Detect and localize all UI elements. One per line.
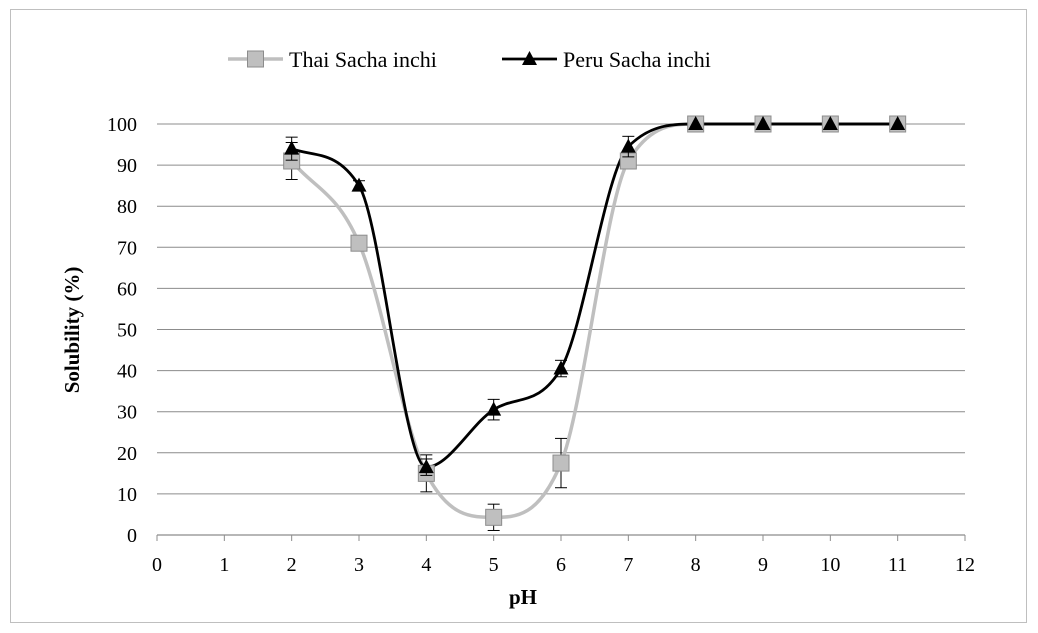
- x-tick-label: 1: [219, 554, 229, 576]
- x-tick-label: 9: [758, 554, 768, 576]
- y-tick-label: 60: [117, 278, 137, 300]
- data-point-thai: [350, 234, 368, 252]
- x-tick-label: 0: [152, 554, 162, 576]
- data-point-peru: [620, 138, 636, 153]
- legend-label-2: Peru Sacha inchi: [563, 47, 711, 72]
- x-tick-label: 11: [888, 554, 907, 576]
- y-tick-label: 70: [117, 237, 137, 259]
- y-tick-label: 90: [117, 155, 137, 177]
- y-tick-label: 50: [117, 320, 137, 342]
- x-tick-label: 8: [691, 554, 701, 576]
- y-tick-label: 40: [117, 361, 137, 383]
- axes: [156, 534, 966, 541]
- data-point-peru: [755, 116, 771, 130]
- y-axis-label: Solubility (%): [60, 267, 84, 394]
- x-tick-label: 3: [354, 554, 364, 576]
- x-tick-label: 10: [820, 554, 840, 576]
- data-point-peru: [418, 459, 434, 474]
- x-tick-labels: 0 1 2 3 4 5 6 7 8 9 10 11 12: [152, 554, 975, 576]
- legend-marker-triangle: [522, 51, 537, 65]
- data-point-thai: [485, 508, 503, 526]
- legend: Thai Sacha inchi Peru Sacha inchi: [228, 47, 711, 72]
- data-point-peru: [486, 401, 502, 416]
- x-tick-label: 2: [287, 554, 297, 576]
- x-tick-label: 12: [955, 554, 975, 576]
- y-tick-label: 0: [127, 525, 137, 547]
- x-axis-label: pH: [509, 585, 537, 609]
- y-tick-label: 80: [117, 196, 137, 218]
- data-point-peru: [890, 116, 906, 130]
- series-layer: [283, 115, 907, 531]
- y-tick-label: 100: [107, 114, 137, 136]
- x-tick-label: 7: [623, 554, 633, 576]
- x-tick-label: 4: [421, 554, 431, 576]
- data-point-peru: [553, 360, 569, 375]
- x-tick-label: 6: [556, 554, 566, 576]
- legend-label-1: Thai Sacha inchi: [289, 47, 437, 72]
- y-tick-labels: 0 10 20 30 40 50 60 70 80 90 100: [107, 114, 137, 547]
- legend-marker-square: [247, 50, 264, 68]
- y-tick-label: 30: [117, 402, 137, 424]
- data-point-peru: [822, 116, 838, 130]
- data-point-peru: [284, 140, 300, 155]
- series-line-2: [291, 122, 898, 469]
- y-tick-label: 20: [117, 443, 137, 465]
- chart-frame: [10, 9, 1027, 623]
- y-tick-label: 10: [117, 484, 137, 506]
- data-point-thai: [552, 454, 570, 472]
- data-point-peru: [688, 116, 704, 130]
- series-line-1: [290, 122, 898, 520]
- data-point-peru: [351, 177, 367, 192]
- x-tick-label: 5: [489, 554, 499, 576]
